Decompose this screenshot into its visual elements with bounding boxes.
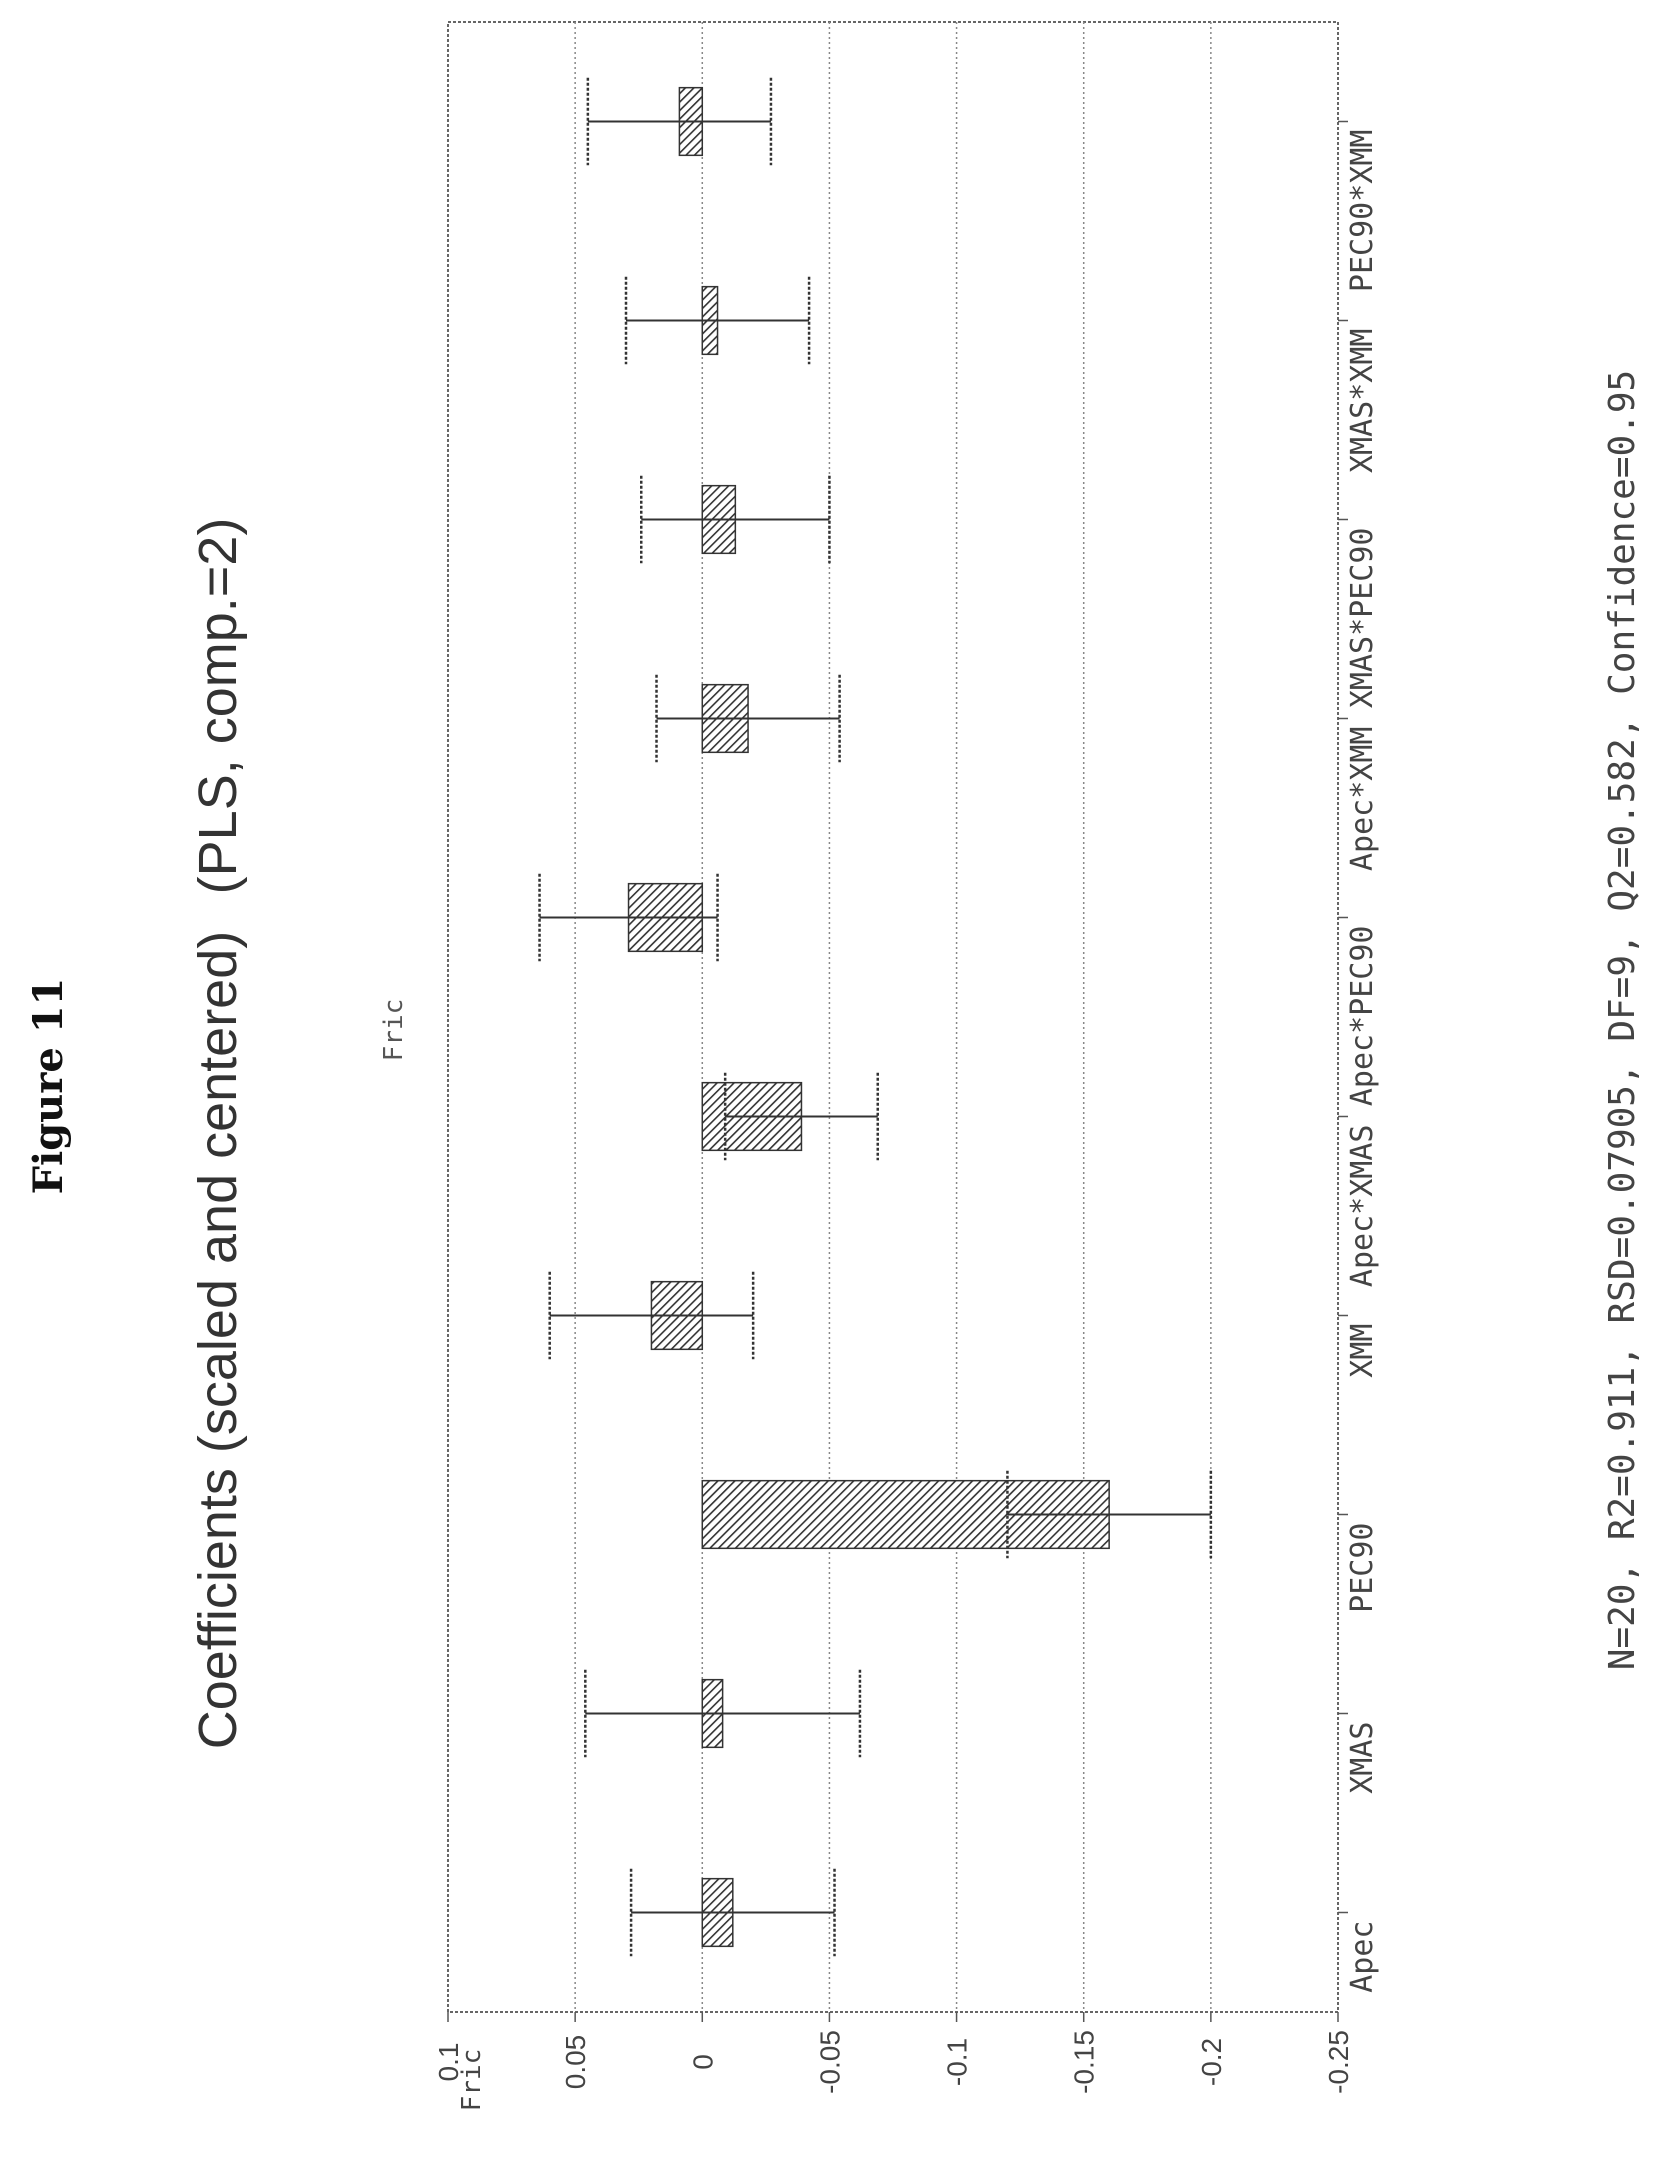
category-label: XMAS*PEC90 [1345,528,1380,709]
chart-title: Coefficients (scaled and centered) [188,931,248,1749]
y-tick-label: 0 [687,2054,718,2070]
chart-subtitle: (PLS, comp.=2) [188,518,248,895]
y-tick-label: -0.15 [1069,2030,1100,2094]
y-tick-label: -0.2 [1196,2038,1227,2086]
y-tick-label: 0.05 [560,2035,591,2090]
figure-label: Figure 11 [25,978,72,1195]
y-tick-label: -0.25 [1323,2030,1354,2094]
category-label: Apec*XMAS [1345,1125,1380,1288]
y-tick-label: -0.05 [814,2030,845,2094]
category-label: XMAS [1345,1722,1380,1794]
category-label: Apec [1345,1921,1380,1993]
category-label: Apec*PEC90 [1345,926,1380,1107]
category-axis: Apec XMAS PEC90 XMM Apec*XMAS Apec*PEC90 Apec*… [1338,120,1380,1993]
series-label: Fric [379,999,409,1062]
y-tick-label: -0.1 [942,2038,973,2086]
plot-frame [447,21,1339,2013]
y-tick-label: 0.1 [433,2043,464,2082]
error-bars-layer [538,77,1213,1957]
category-label: XMM [1345,1324,1380,1378]
category-label: Apec*XMM [1345,727,1380,872]
y-axis-title: Fric [457,2049,487,2112]
footer-statistics: N=20, R2=0.911, RSD=0.07905, DF=9, Q2=0.… [1602,370,1643,1670]
bars-layer [627,86,1110,1948]
category-label: XMAS*XMM [1345,329,1380,474]
category-label: PEC90*XMM [1345,130,1380,293]
category-label: PEC90 [1345,1523,1380,1613]
value-axis: 0.1 0.05 0 -0.05 -0.1 -0.15 -0.2 -0.25 [433,2012,1354,2094]
